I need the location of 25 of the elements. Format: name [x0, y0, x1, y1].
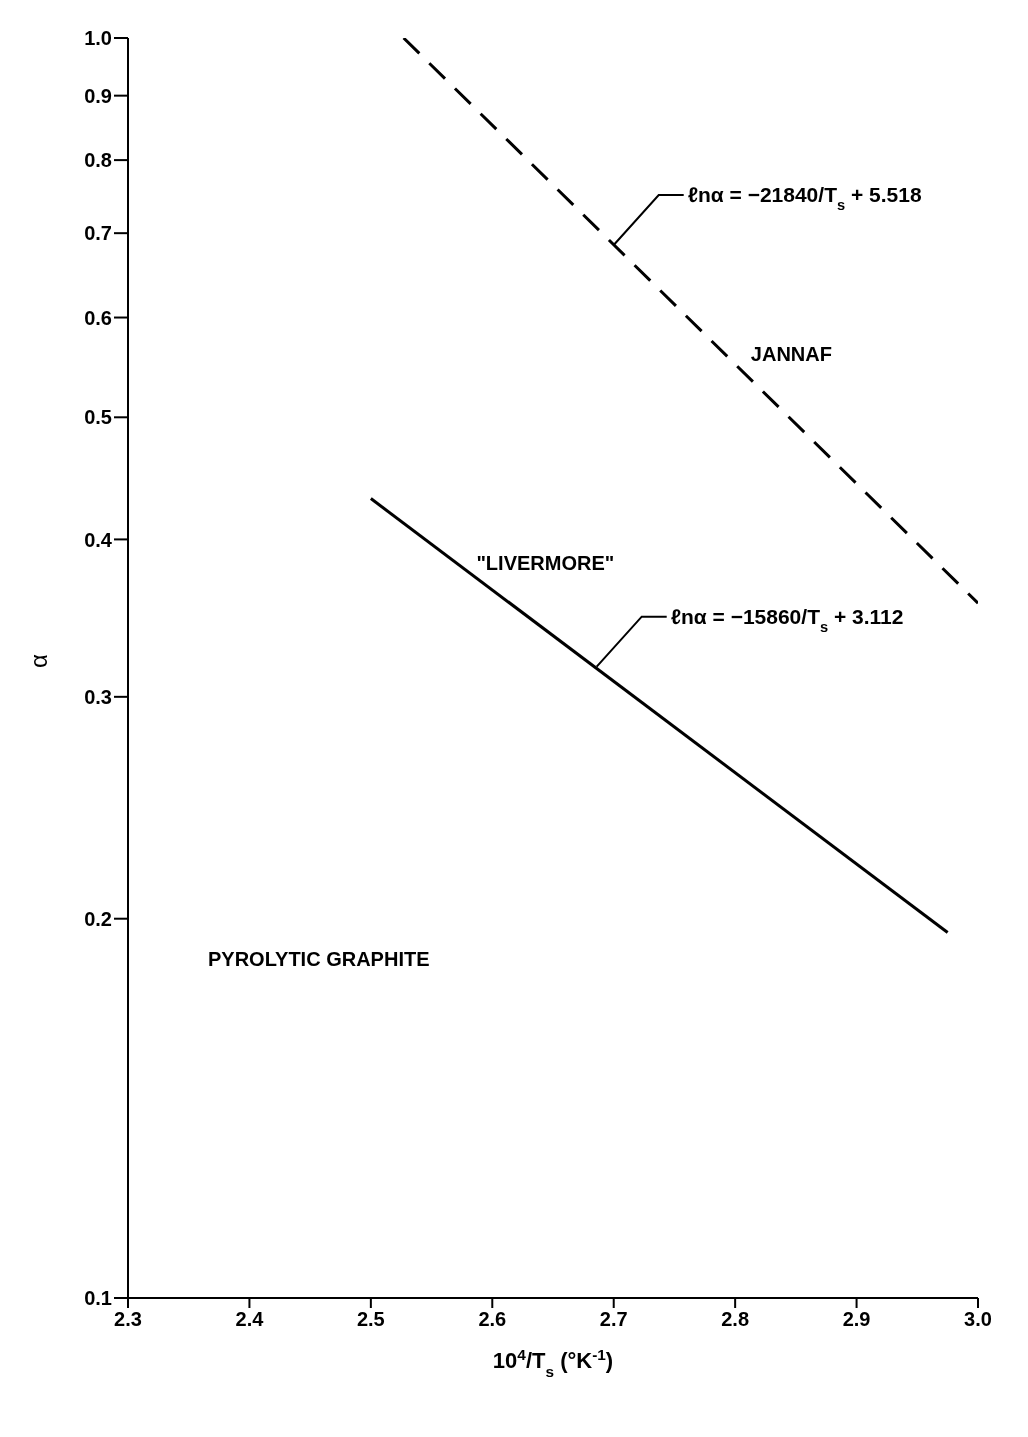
series-label: JANNAF [750, 342, 832, 365]
x-tick-label: 2.6 [478, 1308, 507, 1331]
y-tick-label: 0.6 [84, 306, 112, 329]
annotation: ℓnα = −21840/T$_{s}$ + 5.518 [687, 183, 922, 214]
x-tick-label: 2.8 [721, 1308, 750, 1331]
y-tick-label: 0.9 [84, 84, 112, 107]
x-tick-label: 2.7 [599, 1308, 628, 1331]
x-axis-title: 10$^{4}$/T$_{s}$ (°K$^{-1}$) [492, 1345, 614, 1380]
x-tick-label: 2.9 [842, 1308, 871, 1331]
y-axis-title: α [24, 654, 52, 668]
y-tick-label: 0.5 [84, 406, 112, 429]
y-tick-label: 0.8 [84, 149, 112, 172]
y-tick-label: 0.7 [84, 222, 112, 245]
x-tick-label: 2.4 [235, 1308, 265, 1331]
series-label: "LIVERMORE" [476, 551, 615, 574]
y-tick-label: 1.0 [84, 27, 112, 50]
y-tick-label: 0.3 [84, 685, 112, 708]
x-tick-label: 3.0 [964, 1308, 992, 1331]
x-tick-label: 2.5 [356, 1308, 385, 1331]
annotation: ℓnα = −15860/T$_{s}$ + 3.112 [670, 604, 904, 635]
y-tick-label: 0.4 [84, 528, 113, 551]
y-tick-label: 0.1 [84, 1287, 112, 1310]
x-tick-label: 2.3 [114, 1308, 142, 1331]
y-tick-label: 0.2 [84, 907, 112, 930]
annotation: PYROLYTIC GRAPHITE [208, 948, 430, 971]
